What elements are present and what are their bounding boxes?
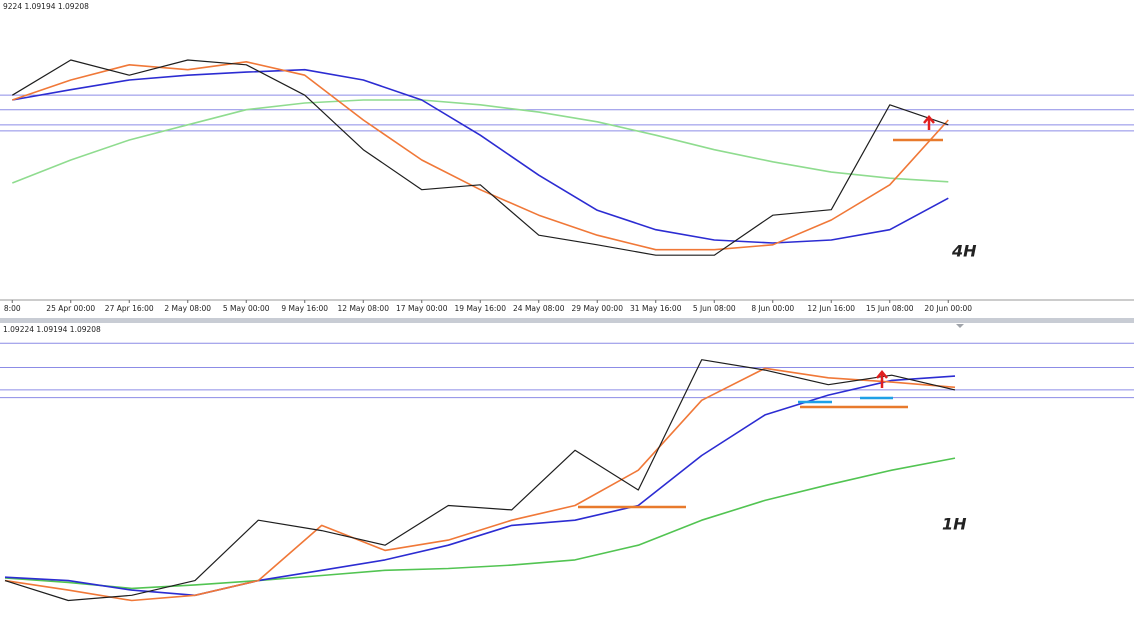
x-tick-label: 24 May 08:00 bbox=[513, 304, 565, 313]
timeframe-label: 4H bbox=[951, 242, 977, 261]
x-tick-label: 19 May 16:00 bbox=[455, 304, 507, 313]
annotation-arrow bbox=[923, 115, 935, 130]
x-tick-label: 20 Jun 00:00 bbox=[924, 304, 972, 313]
price-info: 9224 1.09194 1.09208 bbox=[3, 2, 89, 11]
x-tick-label: 12 May 08:00 bbox=[338, 304, 390, 313]
pane-divider bbox=[0, 318, 1134, 323]
price-line bbox=[11, 59, 949, 256]
moving-average bbox=[4, 457, 956, 590]
moving-average bbox=[12, 61, 949, 251]
moving-average bbox=[12, 68, 949, 244]
x-tick-label: 31 May 16:00 bbox=[630, 304, 682, 313]
x-tick-label: 8 Jun 00:00 bbox=[751, 304, 794, 313]
x-tick-label: 5 May 00:00 bbox=[223, 304, 270, 313]
x-tick-label: 9 May 16:00 bbox=[281, 304, 328, 313]
x-tick-label: 25 Apr 00:00 bbox=[46, 304, 95, 313]
moving-average bbox=[12, 99, 949, 184]
x-tick-label: 8:00 bbox=[4, 304, 21, 313]
annotation-arrow bbox=[876, 370, 888, 388]
x-tick-label: 12 Jun 16:00 bbox=[807, 304, 855, 313]
pane-marker bbox=[956, 324, 964, 328]
marks: 8:00 25 Apr 00:00 27 Apr 16:00 2 May 08:00 5… bbox=[0, 59, 1134, 602]
x-tick-label: 5 Jun 08:00 bbox=[693, 304, 736, 313]
price-info: 1.09224 1.09194 1.09208 bbox=[3, 325, 101, 334]
x-tick-label: 27 Apr 16:00 bbox=[105, 304, 154, 313]
moving-average bbox=[4, 375, 956, 597]
moving-average bbox=[4, 367, 956, 602]
x-tick-label: 2 May 08:00 bbox=[164, 304, 211, 313]
x-tick-label: 29 May 00:00 bbox=[572, 304, 624, 313]
x-tick-label: 15 Jun 08:00 bbox=[866, 304, 914, 313]
x-tick-label: 17 May 00:00 bbox=[396, 304, 448, 313]
price-line bbox=[4, 359, 956, 602]
timeframe-label: 1H bbox=[942, 515, 967, 534]
